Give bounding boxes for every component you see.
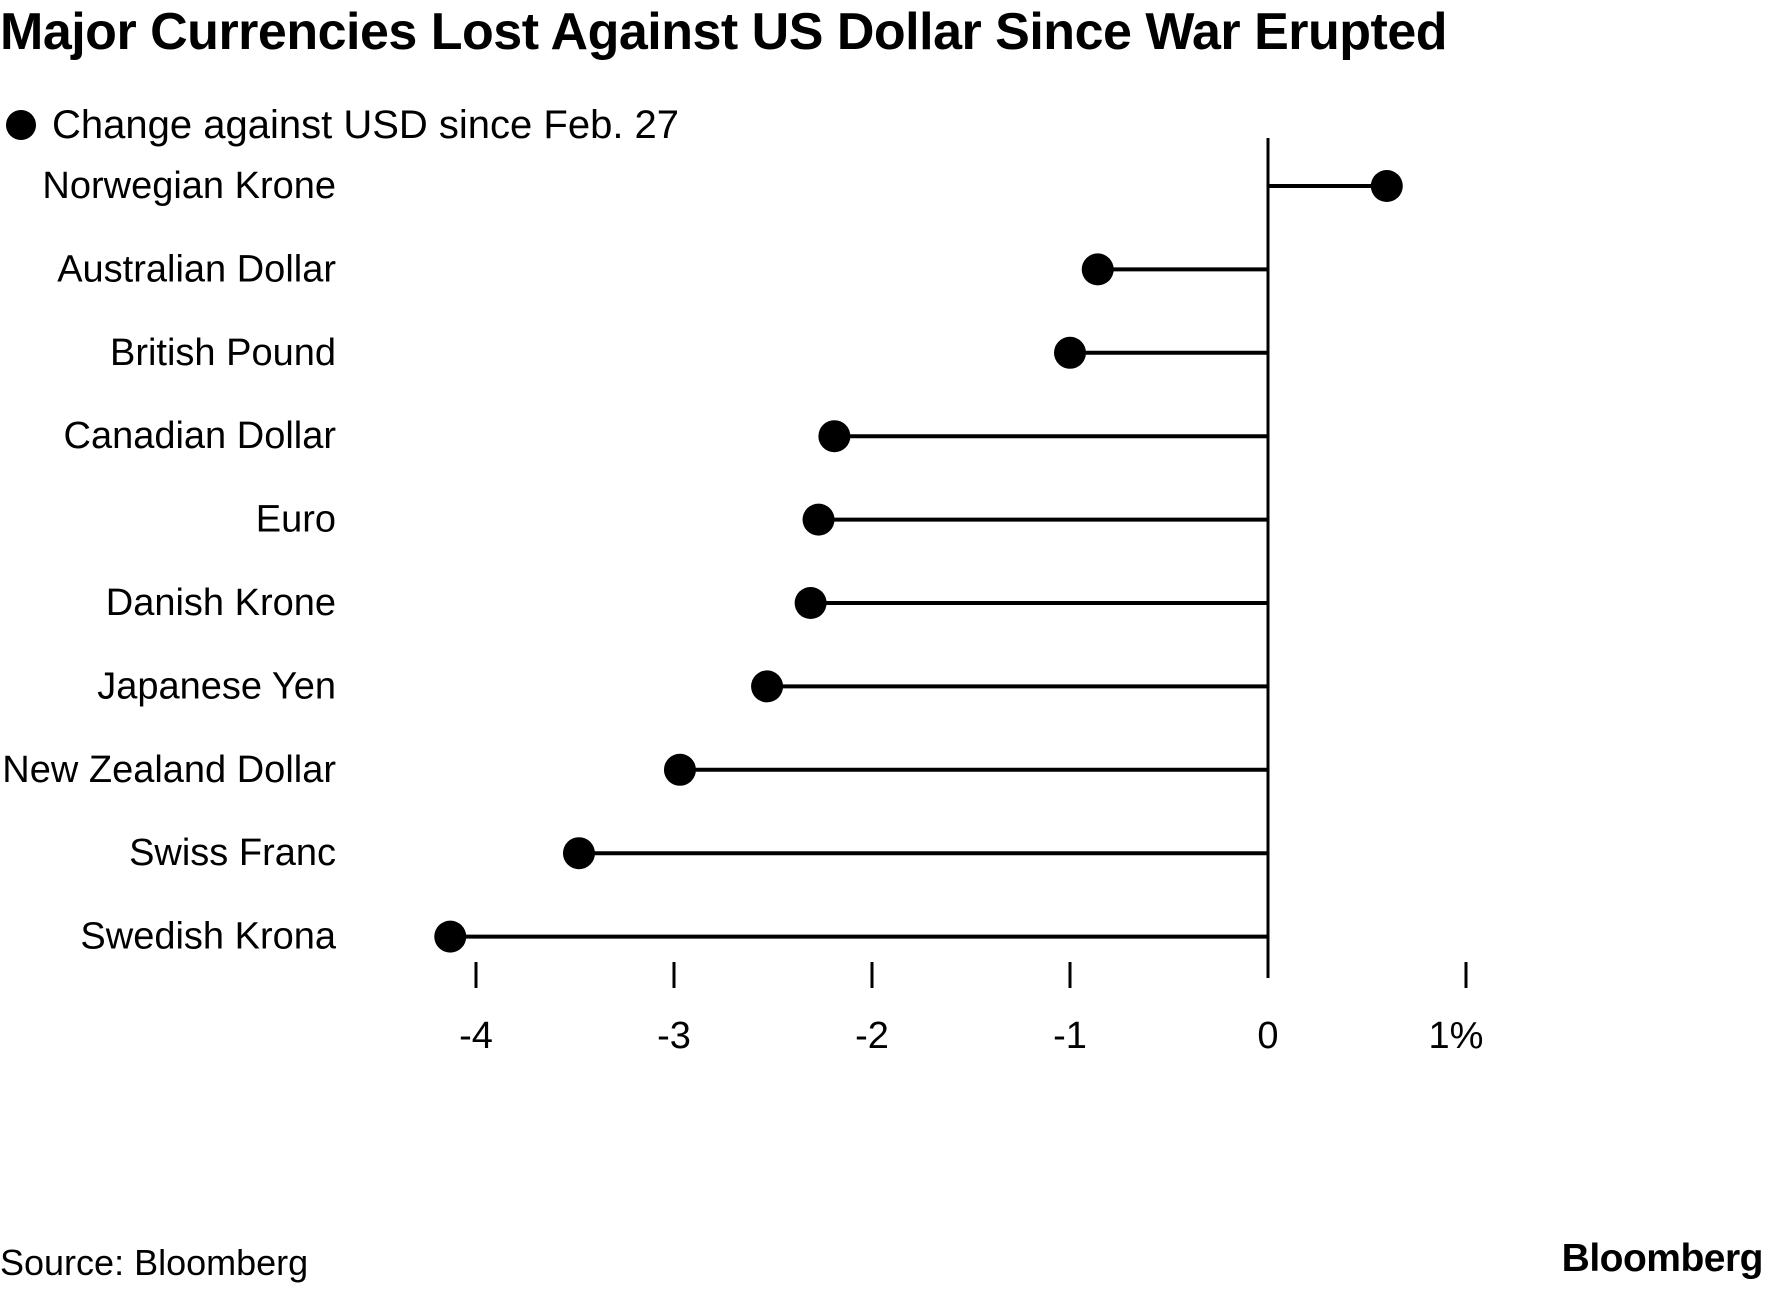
legend-label: Change against USD since Feb. 27 [52, 102, 680, 147]
legend: Change against USD since Feb. 27 [6, 100, 679, 150]
lollipop-dot [663, 753, 696, 786]
x-tick-label: -3 [657, 1015, 691, 1057]
category-label: Danish Krone [106, 582, 336, 624]
category-label: British Pound [110, 332, 336, 374]
lollipop-dot [1370, 170, 1403, 202]
lollipop-dot [1054, 336, 1086, 369]
lollipop-dot [794, 587, 827, 619]
category-label: Euro [256, 499, 336, 541]
x-tick-label: 1% [1429, 1015, 1484, 1057]
category-label: New Zealand Dollar [2, 749, 336, 791]
lollipop-dot [751, 670, 784, 703]
source-note: Source: Bloomberg [0, 1242, 309, 1283]
category-label: Canadian Dollar [64, 415, 337, 457]
lollipop-dot [802, 503, 835, 536]
x-tick-label: -4 [459, 1015, 493, 1057]
brand-logo: Bloomberg [1561, 1237, 1764, 1280]
lollipop-dot [562, 837, 595, 870]
lollipop-dot [818, 420, 851, 453]
category-label: Japanese Yen [97, 665, 336, 707]
category-label: Australian Dollar [57, 248, 336, 290]
category-label: Swedish Krona [80, 916, 336, 958]
x-tick-label: -1 [1053, 1015, 1087, 1057]
legend-dot-icon [6, 110, 36, 140]
x-tick-label: -2 [855, 1015, 889, 1057]
lollipop-dot [434, 920, 467, 953]
x-tick-label: 0 [1257, 1015, 1278, 1057]
chart-title: Major Currencies Lost Against US Dollar … [0, 3, 1448, 61]
category-label: Swiss Franc [129, 832, 336, 874]
lollipop-dot [1081, 253, 1114, 286]
category-label: Norwegian Krone [42, 165, 336, 207]
